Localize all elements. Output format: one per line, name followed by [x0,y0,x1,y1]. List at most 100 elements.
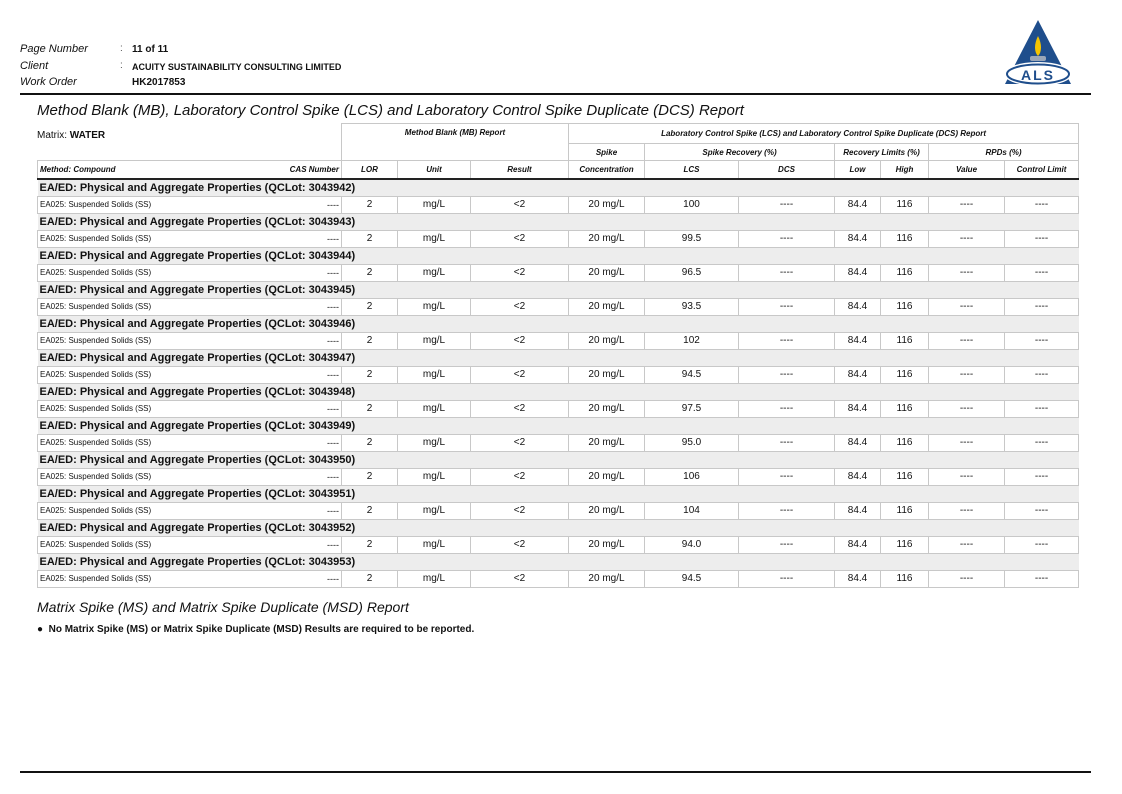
low-cell: 84.4 [834,467,881,486]
result-cell: <2 [470,331,569,350]
low-cell: 84.4 [834,297,881,316]
spike-cell: 20 mg/L [568,399,645,418]
table-row: EA025: Suspended Solids (SS) ---- 2 mg/L <2 2… [37,263,1080,282]
ms-note: ● No Matrix Spike (MS) or Matrix Spike D… [37,624,474,635]
control-limit-cell: ---- [1003,433,1080,452]
matrix-label: Matrix: [37,130,70,141]
control-limit-header: Control Limit [1003,160,1080,180]
compound-cell: EA025: Suspended Solids (SS) [37,467,281,486]
result-cell: <2 [470,399,569,418]
compound-cell: EA025: Suspended Solids (SS) [37,331,281,350]
cas-cell: ---- [280,569,342,588]
low-cell: 84.4 [834,399,881,418]
group-title: EA/ED: Physical and Aggregate Properties… [37,314,1079,333]
low-cell: 84.4 [834,501,881,520]
low-cell: 84.4 [834,365,881,384]
dcs-cell: ---- [738,501,835,520]
control-limit-cell: ---- [1003,569,1080,588]
high-cell: 116 [880,501,929,520]
group-header-row: EA/ED: Physical and Aggregate Properties… [37,178,1079,197]
value-cell: ---- [928,297,1005,316]
control-limit-cell: ---- [1003,467,1080,486]
bullet-icon: ● [37,624,49,635]
lcs-header: LCS [644,160,739,180]
spike-cell: 20 mg/L [568,535,645,554]
dcs-cell: ---- [738,535,835,554]
report-title: Method Blank (MB), Laboratory Control Sp… [37,102,744,119]
dcs-cell: ---- [738,433,835,452]
low-header: Low [834,160,881,180]
lcs-cell: 102 [644,331,739,350]
spike-cell: 20 mg/L [568,229,645,248]
high-cell: 116 [880,535,929,554]
compound-cell: EA025: Suspended Solids (SS) [37,263,281,282]
cas-cell: ---- [280,297,342,316]
cas-cell: ---- [280,229,342,248]
spike-cell: 20 mg/L [568,433,645,452]
spike-recovery-header: Spike Recovery (%) [644,143,835,161]
value-cell: ---- [928,365,1005,384]
lcs-cell: 106 [644,467,739,486]
dcs-cell: ---- [738,263,835,282]
cas-cell: ---- [280,535,342,554]
high-header: High [880,160,929,180]
table-row: EA025: Suspended Solids (SS) ---- 2 mg/L <2 2… [37,297,1080,316]
result-cell: <2 [470,365,569,384]
lor-cell: 2 [341,331,398,350]
group-title: EA/ED: Physical and Aggregate Properties… [37,518,1079,537]
value-cell: ---- [928,263,1005,282]
group-title: EA/ED: Physical and Aggregate Properties… [37,280,1079,299]
spike-cell: 20 mg/L [568,569,645,588]
high-cell: 116 [880,433,929,452]
group-title: EA/ED: Physical and Aggregate Properties… [37,416,1079,435]
recovery-limits-header: Recovery Limits (%) [834,143,929,161]
low-cell: 84.4 [834,331,881,350]
result-cell: <2 [470,229,569,248]
control-limit-cell: ---- [1003,501,1080,520]
group-title: EA/ED: Physical and Aggregate Properties… [37,246,1079,265]
high-cell: 116 [880,229,929,248]
unit-cell: mg/L [397,331,471,350]
lor-header: LOR [341,160,398,180]
result-cell: <2 [470,263,569,282]
spike-header: Spike [568,143,645,161]
table-row: EA025: Suspended Solids (SS) ---- 2 mg/L <2 2… [37,501,1080,520]
lor-cell: 2 [341,195,398,214]
value-cell: ---- [928,399,1005,418]
dcs-cell: ---- [738,229,835,248]
work-order-value: HK2017853 [132,77,186,88]
lor-cell: 2 [341,263,398,282]
group-header-row: EA/ED: Physical and Aggregate Properties… [37,348,1079,367]
cas-cell: ---- [280,501,342,520]
low-cell: 84.4 [834,195,881,214]
lor-cell: 2 [341,399,398,418]
lcs-cell: 100 [644,195,739,214]
colon: : [120,43,123,54]
lor-cell: 2 [341,501,398,520]
high-cell: 116 [880,569,929,588]
compound-cell: EA025: Suspended Solids (SS) [37,365,281,384]
cas-cell: ---- [280,467,342,486]
lcs-cell: 94.5 [644,365,739,384]
high-cell: 116 [880,399,929,418]
table-row: EA025: Suspended Solids (SS) ---- 2 mg/L <2 2… [37,229,1080,248]
control-limit-cell: ---- [1003,263,1080,282]
ms-title: Matrix Spike (MS) and Matrix Spike Dupli… [37,599,409,615]
dcs-cell: ---- [738,195,835,214]
group-title: EA/ED: Physical and Aggregate Properties… [37,484,1079,503]
table-row: EA025: Suspended Solids (SS) ---- 2 mg/L <2 2… [37,195,1080,214]
result-cell: <2 [470,297,569,316]
table-row: EA025: Suspended Solids (SS) ---- 2 mg/L <2 2… [37,433,1080,452]
unit-cell: mg/L [397,195,471,214]
unit-header: Unit [397,160,471,180]
lor-cell: 2 [341,365,398,384]
value-cell: ---- [928,569,1005,588]
compound-cell: EA025: Suspended Solids (SS) [37,501,281,520]
high-cell: 116 [880,297,929,316]
low-cell: 84.4 [834,229,881,248]
result-header: Result [470,160,569,180]
high-cell: 116 [880,467,929,486]
group-header-row: EA/ED: Physical and Aggregate Properties… [37,552,1079,571]
group-header-row: EA/ED: Physical and Aggregate Properties… [37,382,1079,401]
group-header-row: EA/ED: Physical and Aggregate Properties… [37,246,1079,265]
